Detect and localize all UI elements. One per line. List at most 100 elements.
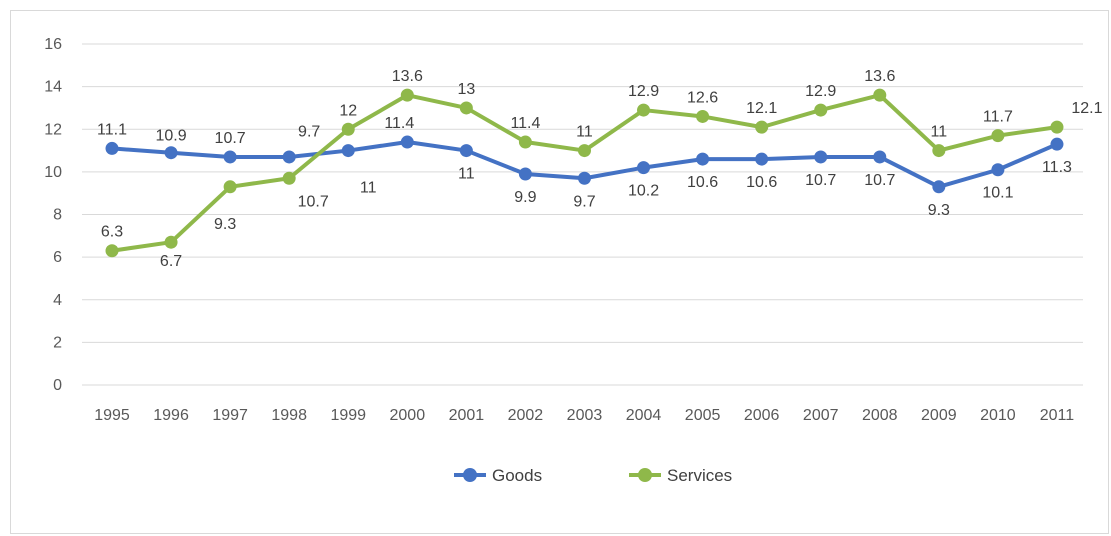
data-point [577,171,591,185]
data-label: 11.1 [97,121,127,138]
y-tick-label: 10 [44,164,62,181]
data-label: 6.3 [101,224,123,241]
data-label: 10.6 [687,174,718,191]
chart-frame [10,10,1109,534]
data-label: 9.7 [573,193,595,210]
y-tick-label: 6 [53,249,62,266]
data-label: 11 [931,124,948,141]
legend-label: Services [667,466,732,485]
data-point [164,146,178,160]
data-label: 12.9 [628,83,659,100]
data-label: 11.4 [384,115,414,132]
data-label: 11.4 [510,115,540,132]
data-point [105,244,119,258]
data-label: 12.1 [1071,100,1102,117]
y-tick-label: 2 [53,334,62,351]
data-label: 9.3 [214,216,236,233]
data-point [164,235,178,249]
y-tick-label: 12 [44,121,62,138]
data-point [755,120,769,134]
data-point [814,150,828,164]
data-point [814,103,828,117]
data-labels: 11.1 10.9 10.7 10.7 11 11.4 11 9.9 9.7 10.2 10.6 10… [97,68,1103,270]
data-point [873,88,887,102]
legend: Goods Services [454,466,732,485]
data-point [282,171,296,185]
y-axis-ticks: 0 2 4 6 8 10 12 14 16 [44,36,62,394]
data-label: 10.2 [628,183,659,200]
data-point [991,129,1005,143]
data-point [459,144,473,158]
x-tick-label: 1999 [330,407,366,424]
data-point [873,150,887,164]
data-label: 13.6 [864,68,895,85]
legend-marker [463,468,477,482]
data-label: 12.9 [805,83,836,100]
data-point [991,163,1005,177]
x-tick-label: 2008 [862,407,898,424]
data-label: 9.9 [514,189,536,206]
data-point [400,88,414,102]
data-label: 12.6 [687,89,718,106]
data-label: 10.7 [215,130,246,147]
x-tick-label: 2011 [1040,407,1075,424]
data-label: 9.3 [928,202,950,219]
x-tick-label: 2004 [626,407,662,424]
x-tick-label: 1998 [271,407,307,424]
data-label: 10.6 [746,174,777,191]
legend-marker [638,468,652,482]
data-label: 11 [360,180,377,197]
data-point [223,150,237,164]
data-point [696,109,710,123]
y-tick-label: 4 [53,292,62,309]
x-tick-label: 2000 [390,407,426,424]
x-tick-label: 2010 [980,407,1016,424]
x-tick-label: 1996 [153,407,189,424]
data-point [755,152,769,166]
legend-label: Goods [492,466,542,485]
data-label: 10.7 [805,172,836,189]
series [105,88,1064,258]
y-tick-label: 14 [44,79,62,96]
x-tick-label: 2007 [803,407,839,424]
data-label: 10.7 [864,172,895,189]
series-services [105,88,1064,258]
data-label: 11.7 [983,109,1013,126]
data-point [459,101,473,115]
data-point [577,144,591,158]
x-tick-label: 2009 [921,407,957,424]
data-label: 11.3 [1042,159,1072,176]
data-point [105,141,119,155]
data-point [696,152,710,166]
series-goods [105,135,1064,194]
data-label: 11 [576,124,593,141]
data-label: 13.6 [392,68,423,85]
data-label: 10.9 [155,128,186,145]
data-point [518,167,532,181]
data-label: 12.1 [746,100,777,117]
data-point [932,144,946,158]
data-label: 10.7 [298,193,329,210]
x-axis-ticks: 1995 1996 1997 1998 1999 2000 2001 2002 2003 2004… [94,407,1074,424]
data-point [932,180,946,194]
data-point [637,103,651,117]
data-point [637,161,651,175]
data-label: 6.7 [160,253,182,270]
data-point [341,122,355,136]
data-label: 11 [458,166,475,183]
data-point [341,144,355,158]
data-label: 12 [339,102,357,119]
y-tick-label: 16 [44,36,62,53]
data-label: 13 [457,81,475,98]
data-point [400,135,414,149]
data-label: 9.7 [298,123,320,140]
data-point [518,135,532,149]
legend-item-goods: Goods [454,466,542,485]
x-tick-label: 2002 [508,407,544,424]
legend-item-services: Services [629,466,732,485]
x-tick-label: 1997 [212,407,248,424]
x-tick-label: 2003 [567,407,603,424]
x-tick-label: 1995 [94,407,130,424]
y-tick-label: 8 [53,207,62,224]
x-tick-label: 2005 [685,407,721,424]
